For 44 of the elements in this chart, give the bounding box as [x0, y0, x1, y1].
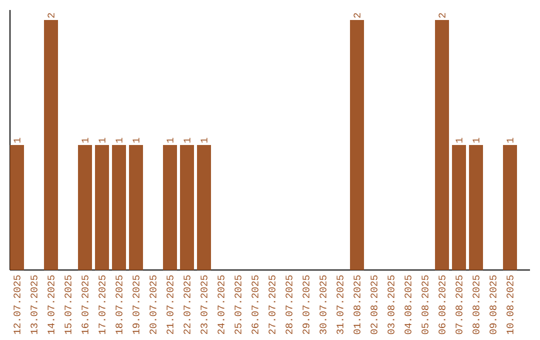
x-tick-label: 28.07.2025 — [286, 275, 292, 334]
x-tick-label: 14.07.2025 — [48, 275, 54, 334]
x-tick-label: 09.08.2025 — [490, 275, 496, 334]
data-label: 1 — [116, 138, 122, 143]
x-tick-label: 04.08.2025 — [404, 275, 412, 334]
x-tick-label: 22.07.2025 — [184, 275, 190, 334]
x-tick-label: 25.07.2025 — [234, 275, 242, 334]
x-tick-label: 03.08.2025 — [388, 275, 394, 334]
data-label: 1 — [200, 138, 208, 143]
data-label: 1 — [166, 138, 174, 143]
x-tick-label: 10.08.2025 — [506, 275, 514, 334]
x-tick-label: 23.07.2025 — [200, 275, 208, 334]
data-label: 1 — [98, 138, 106, 143]
data-label: 2 — [438, 13, 446, 18]
x-tick-label: 12.07.2025 — [14, 275, 20, 334]
x-tick-label: 19.07.2025 — [132, 275, 140, 334]
data-label: 2 — [48, 13, 54, 18]
x-tick-label: 31.07.2025 — [336, 275, 344, 334]
x-tick-label: 07.08.2025 — [456, 275, 462, 334]
x-tick-label: 21.07.2025 — [166, 275, 174, 334]
x-tick-label: 18.07.2025 — [116, 275, 122, 334]
x-tick-label: 15.07.2025 — [64, 275, 72, 334]
data-label: 1 — [456, 138, 462, 143]
x-tick-label: 24.07.2025 — [218, 275, 224, 334]
x-tick-label: 27.07.2025 — [268, 275, 276, 334]
x-tick-label: 08.08.2025 — [472, 275, 480, 334]
data-label: 1 — [184, 138, 190, 143]
data-label: 1 — [472, 138, 480, 143]
x-tick-label: 13.07.2025 — [30, 275, 38, 334]
data-label: 2 — [354, 13, 360, 18]
x-tick-label: 02.08.2025 — [370, 275, 378, 334]
x-tick-label: 29.07.2025 — [302, 275, 310, 334]
x-tick-label: 06.08.2025 — [438, 275, 446, 334]
x-tick-label: 30.07.2025 — [320, 275, 326, 334]
data-label: 1 — [132, 138, 140, 143]
data-label: 1 — [14, 138, 20, 143]
x-tick-label: 16.07.2025 — [82, 275, 88, 334]
x-tick-label: 05.08.2025 — [422, 275, 428, 334]
data-label: 1 — [506, 138, 514, 143]
x-tick-label: 17.07.2025 — [98, 275, 106, 334]
data-label: 1 — [82, 138, 88, 143]
x-tick-label: 26.07.2025 — [252, 275, 258, 334]
x-tick-label: 01.08.2025 — [354, 275, 360, 334]
x-tick-label: 20.07.2025 — [150, 275, 156, 334]
